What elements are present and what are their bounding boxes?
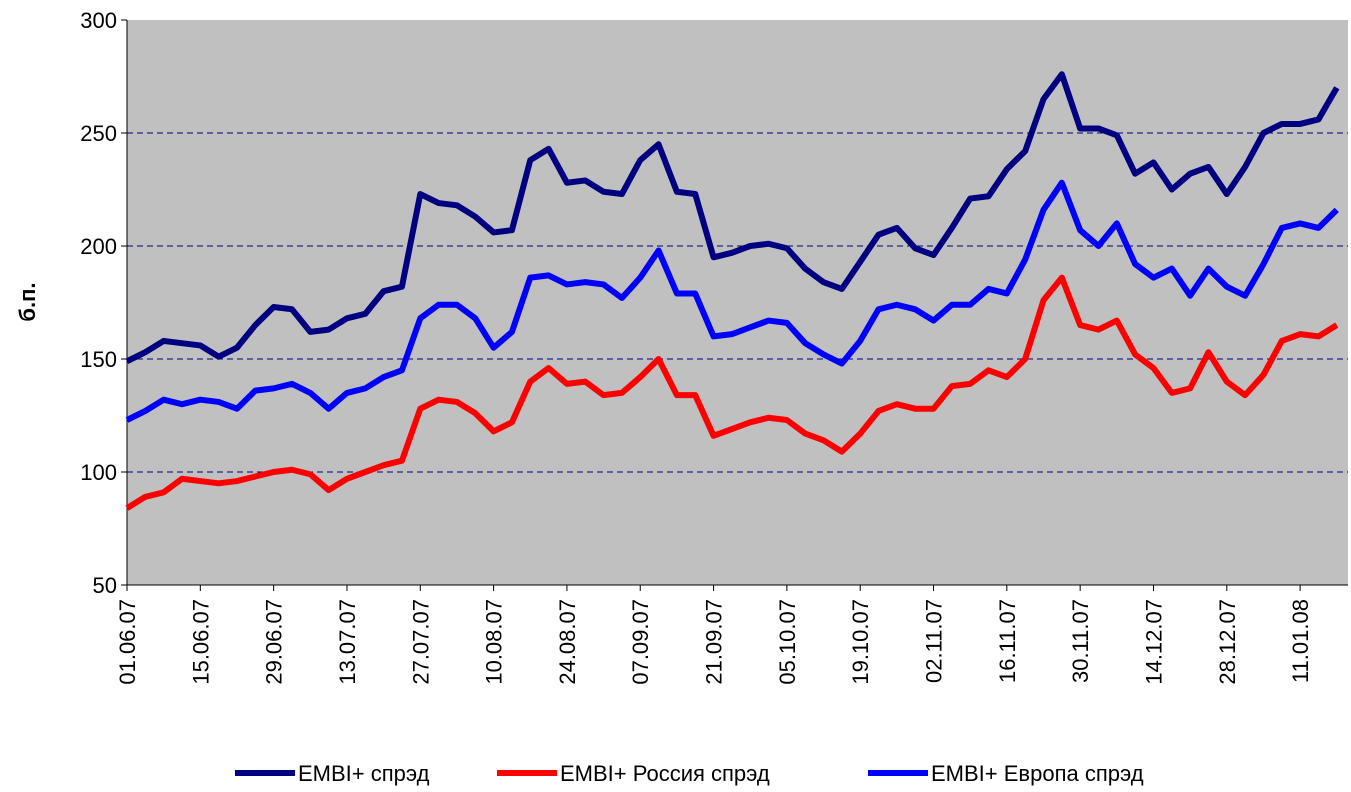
legend-label: EMBI+ Россия спрэд: [560, 761, 770, 786]
y-tick-label: 250: [80, 121, 117, 146]
x-tick-label: 27.07.07: [408, 599, 433, 685]
legend-label: EMBI+ Европа спрэд: [931, 761, 1144, 786]
series-line: [125, 274, 1339, 511]
legend-label: EMBI+ спрэд: [298, 761, 430, 786]
x-tick-label: 10.08.07: [482, 599, 507, 685]
y-tick-label: 300: [80, 8, 117, 33]
x-tick-label: 24.08.07: [555, 599, 580, 685]
y-tick-label: 150: [80, 347, 117, 372]
x-tick-label: 11.01.08: [1288, 599, 1313, 683]
x-tick-label: 14.12.07: [1141, 599, 1166, 685]
y-axis-label: б.п.: [15, 282, 40, 321]
x-tick-label: 16.11.07: [995, 599, 1020, 683]
x-tick-label: 19.10.07: [848, 599, 873, 685]
plot-area: [127, 20, 1348, 585]
x-tick-label: 30.11.07: [1068, 599, 1093, 683]
x-tick-label: 05.10.07: [775, 599, 800, 685]
x-tick-label: 21.09.07: [702, 599, 727, 685]
x-tick-label: 29.06.07: [262, 599, 287, 685]
x-tick-label: 13.07.07: [335, 599, 360, 685]
x-tick-label: 02.11.07: [922, 599, 947, 683]
x-tick-label: 07.09.07: [628, 599, 653, 685]
x-tick-label: 15.06.07: [188, 599, 213, 685]
y-tick-label: 200: [80, 234, 117, 259]
series-line: [125, 179, 1339, 423]
x-tick-label: 28.12.07: [1215, 599, 1240, 685]
x-tick-label: 01.06.07: [115, 599, 140, 685]
series-line: [125, 71, 1340, 364]
y-tick-label: 100: [80, 460, 117, 485]
y-tick-label: 50: [93, 573, 117, 598]
